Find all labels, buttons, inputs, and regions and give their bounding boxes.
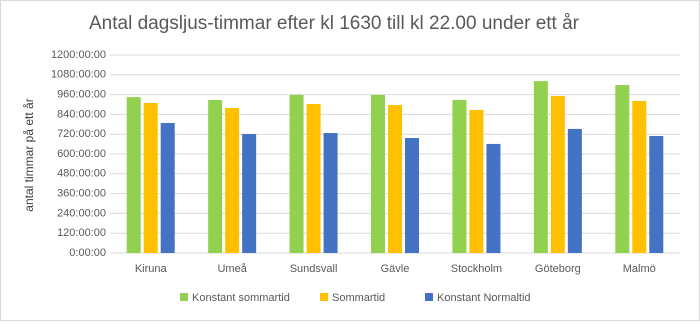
bar — [306, 104, 321, 253]
bar — [371, 94, 385, 254]
y-tick-label: 360:00:00 — [57, 188, 106, 200]
bar — [649, 136, 664, 253]
bar — [452, 100, 467, 253]
bar — [208, 100, 223, 253]
x-tick-label: Gävle — [381, 263, 410, 275]
legend-swatch — [180, 293, 188, 301]
bar — [126, 97, 141, 253]
bar — [405, 137, 419, 253]
y-tick-label: 120:00:00 — [57, 227, 106, 239]
y-tick-label: 240:00:00 — [57, 207, 106, 219]
x-tick-label: Göteborg — [535, 263, 581, 275]
y-tick-label: 1080:00:00 — [51, 69, 106, 81]
y-tick-label: 960:00:00 — [57, 89, 106, 101]
bar — [160, 122, 175, 253]
bar — [567, 128, 582, 253]
bar — [289, 94, 304, 254]
bar — [550, 95, 565, 253]
bar — [143, 103, 158, 253]
legend-label: Sommartid — [332, 292, 385, 304]
x-tick-label: Umeå — [217, 263, 247, 275]
legend-label: Konstant Normaltid — [437, 292, 531, 304]
bar — [388, 104, 402, 254]
bar — [615, 85, 630, 253]
y-tick-label: 720:00:00 — [57, 128, 106, 140]
chart-title: Antal dagsljus-timmar efter kl 1630 till… — [89, 13, 580, 34]
y-tick-label: 1200:00:00 — [51, 49, 106, 61]
legend-label: Konstant sommartid — [192, 292, 290, 304]
x-tick-label: Sundsvall — [290, 263, 338, 275]
x-tick-label: Kiruna — [135, 263, 168, 275]
y-axis-label: antal timmar på ett år — [22, 98, 36, 211]
bar — [323, 133, 338, 253]
x-tick-label: Stockholm — [451, 263, 502, 275]
legend-swatch — [425, 293, 433, 301]
bar — [632, 101, 647, 253]
y-tick-label: 0:00:00 — [69, 247, 106, 259]
bar — [533, 81, 548, 253]
y-tick-label: 480:00:00 — [57, 168, 106, 180]
y-tick-label: 600:00:00 — [57, 148, 106, 160]
legend-swatch — [320, 293, 328, 301]
bar — [242, 134, 257, 253]
bar — [469, 109, 484, 253]
x-tick-label: Malmö — [623, 263, 656, 275]
bar — [225, 107, 240, 253]
y-tick-label: 840:00:00 — [57, 108, 106, 120]
bar — [486, 143, 501, 253]
